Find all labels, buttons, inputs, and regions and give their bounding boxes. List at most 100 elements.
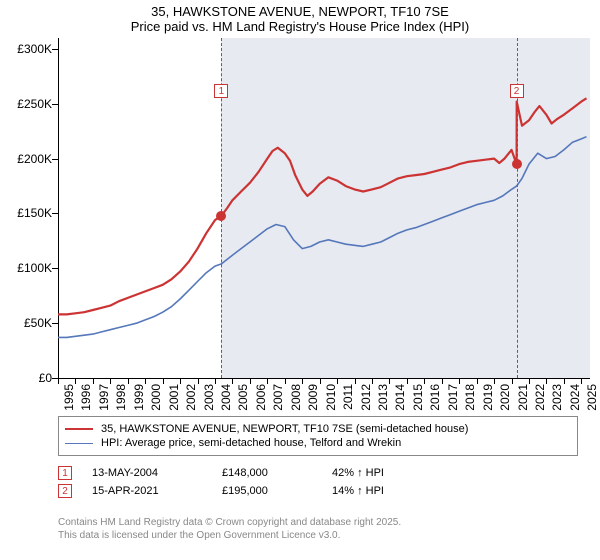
x-tick	[442, 378, 443, 384]
x-tick	[128, 378, 129, 384]
x-axis-tick-label: 2006	[254, 384, 268, 411]
series-hpi	[58, 137, 587, 338]
footer-attribution: Contains HM Land Registry data © Crown c…	[58, 516, 401, 542]
legend-swatch	[65, 443, 93, 444]
x-axis-tick-label: 2020	[498, 384, 512, 411]
x-axis-tick-label: 2005	[236, 384, 250, 411]
x-tick	[477, 378, 478, 384]
x-axis-tick-label: 2000	[149, 384, 163, 411]
event-row: 2 15-APR-2021£195,00014% ↑ HPI	[58, 484, 578, 498]
x-axis-tick-label: 2015	[411, 384, 425, 411]
series-price_paid	[58, 98, 587, 314]
x-axis-tick-label: 2003	[202, 384, 216, 411]
x-axis-tick-label: 2023	[550, 384, 564, 411]
chart-area: £0£50K£100K£150K£200K£250K£300K199519961…	[0, 38, 600, 408]
x-tick	[355, 378, 356, 384]
legend-box: 35, HAWKSTONE AVENUE, NEWPORT, TF10 7SE …	[58, 416, 578, 456]
x-tick	[250, 378, 251, 384]
x-tick	[337, 378, 338, 384]
x-axis-line	[58, 378, 590, 379]
legend-swatch	[65, 428, 93, 430]
x-tick	[424, 378, 425, 384]
x-tick	[58, 378, 59, 384]
x-axis-tick-label: 2007	[271, 384, 285, 411]
x-tick	[145, 378, 146, 384]
x-tick	[93, 378, 94, 384]
x-axis-tick-label: 1999	[132, 384, 146, 411]
x-axis-tick-label: 2002	[184, 384, 198, 411]
x-tick	[75, 378, 76, 384]
marker-flag: 1	[214, 84, 228, 98]
marker-flag: 2	[510, 84, 524, 98]
y-axis-tick-label: £0	[8, 371, 52, 385]
x-axis-tick-label: 1996	[79, 384, 93, 411]
x-axis-tick-label: 2022	[533, 384, 547, 411]
footer-line2: This data is licensed under the Open Gov…	[58, 529, 401, 542]
x-tick	[285, 378, 286, 384]
x-axis-tick-label: 2004	[219, 384, 233, 411]
x-tick	[546, 378, 547, 384]
x-axis-tick-label: 2013	[376, 384, 390, 411]
event-row: 1 13-MAY-2004£148,00042% ↑ HPI	[58, 466, 578, 480]
x-axis-tick-label: 2018	[463, 384, 477, 411]
events-table: 1 13-MAY-2004£148,00042% ↑ HPI 2 15-APR-202…	[58, 462, 578, 502]
event-flag: 1	[58, 466, 72, 480]
y-axis-tick-label: £50K	[8, 316, 52, 330]
x-axis-tick-label: 2014	[393, 384, 407, 411]
legend-label: 35, HAWKSTONE AVENUE, NEWPORT, TF10 7SE …	[101, 423, 468, 435]
x-tick	[407, 378, 408, 384]
x-tick	[494, 378, 495, 384]
x-axis-tick-label: 2025	[585, 384, 599, 411]
legend-label: HPI: Average price, semi-detached house,…	[101, 437, 401, 449]
x-tick	[163, 378, 164, 384]
x-tick	[564, 378, 565, 384]
x-tick	[180, 378, 181, 384]
x-axis-tick-label: 2008	[289, 384, 303, 411]
footer-line1: Contains HM Land Registry data © Crown c…	[58, 516, 401, 529]
y-axis-tick-label: £150K	[8, 206, 52, 220]
chart-title-line2: Price paid vs. HM Land Registry's House …	[0, 19, 600, 34]
chart-title-block: 35, HAWKSTONE AVENUE, NEWPORT, TF10 7SE …	[0, 0, 600, 34]
x-tick	[267, 378, 268, 384]
x-axis-tick-label: 2001	[167, 384, 181, 411]
x-tick	[198, 378, 199, 384]
x-tick	[389, 378, 390, 384]
x-tick	[215, 378, 216, 384]
x-tick	[372, 378, 373, 384]
x-tick	[581, 378, 582, 384]
x-axis-tick-label: 2010	[324, 384, 338, 411]
y-axis-tick-label: £200K	[8, 152, 52, 166]
event-price: £148,000	[222, 467, 332, 479]
y-axis-tick-label: £100K	[8, 261, 52, 275]
x-tick	[232, 378, 233, 384]
event-delta: 14% ↑ HPI	[332, 485, 462, 497]
event-date: 13-MAY-2004	[92, 467, 222, 479]
x-axis-tick-label: 2009	[306, 384, 320, 411]
x-axis-tick-label: 1998	[114, 384, 128, 411]
x-tick	[512, 378, 513, 384]
x-axis-tick-label: 2011	[341, 384, 355, 410]
event-price: £195,000	[222, 485, 332, 497]
x-axis-tick-label: 2017	[446, 384, 460, 411]
event-date: 15-APR-2021	[92, 485, 222, 497]
legend-row: HPI: Average price, semi-detached house,…	[65, 437, 571, 449]
x-tick	[302, 378, 303, 384]
x-axis-tick-label: 2019	[481, 384, 495, 411]
x-tick	[529, 378, 530, 384]
chart-title-line1: 35, HAWKSTONE AVENUE, NEWPORT, TF10 7SE	[0, 4, 600, 19]
marker-dot	[216, 211, 226, 221]
x-tick	[459, 378, 460, 384]
x-axis-tick-label: 2021	[516, 384, 530, 411]
y-axis-tick-label: £250K	[8, 97, 52, 111]
x-axis-tick-label: 1997	[97, 384, 111, 411]
marker-dot	[512, 159, 522, 169]
x-axis-tick-label: 2016	[428, 384, 442, 411]
plot-area: £0£50K£100K£150K£200K£250K£300K199519961…	[58, 38, 590, 378]
event-delta: 42% ↑ HPI	[332, 467, 462, 479]
event-flag: 2	[58, 484, 72, 498]
legend-row: 35, HAWKSTONE AVENUE, NEWPORT, TF10 7SE …	[65, 423, 571, 435]
x-axis-tick-label: 2024	[568, 384, 582, 411]
y-axis-tick-label: £300K	[8, 42, 52, 56]
x-axis-tick-label: 2012	[359, 384, 373, 411]
x-tick	[110, 378, 111, 384]
